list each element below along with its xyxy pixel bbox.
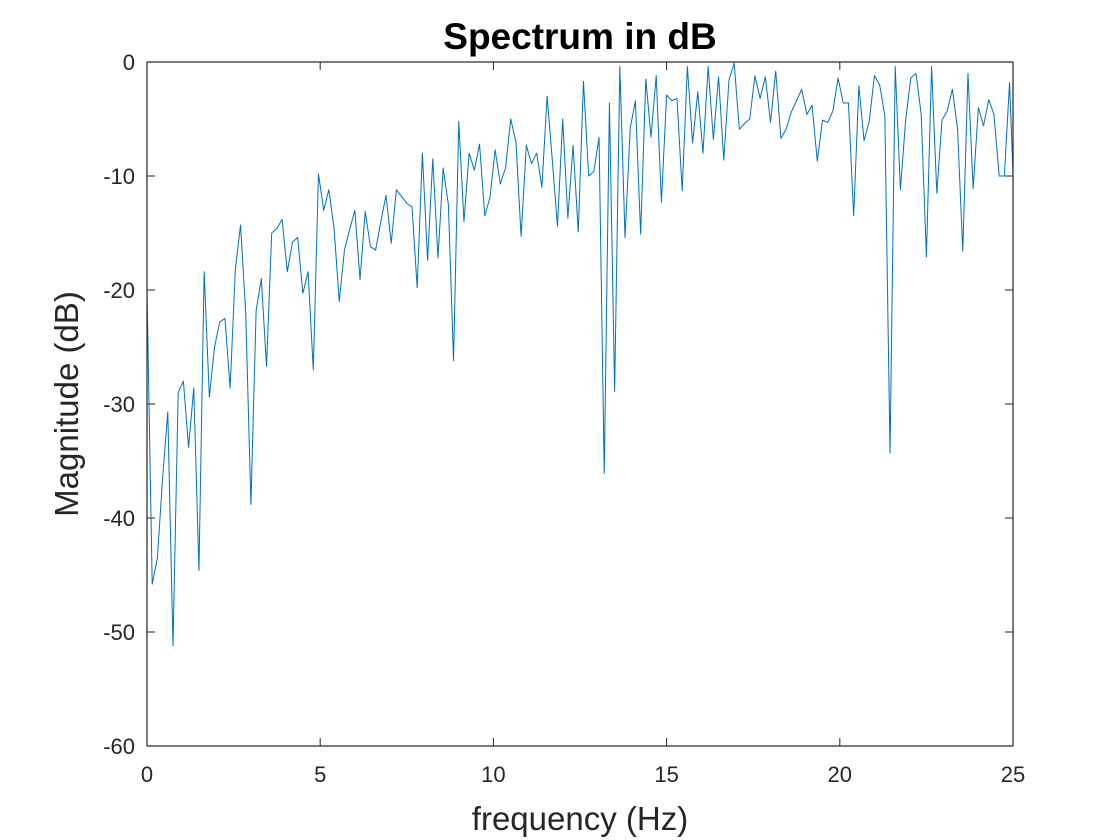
x-axis-title: frequency (Hz) [472, 800, 688, 837]
axes-box [146, 61, 1014, 747]
plot-area [147, 62, 1013, 746]
x-tick-label: 5 [314, 762, 326, 787]
y-tick-label: -30 [103, 392, 135, 417]
axis-tick-labels: 0 5 10 15 20 25 -60 -50 -40 -30 -20 -10 0 [103, 50, 1025, 787]
x-tick-label: 20 [828, 762, 852, 787]
chart-title: Spectrum in dB [443, 16, 716, 57]
x-tick-label: 25 [1001, 762, 1025, 787]
y-axis-title: Magnitude (dB) [48, 291, 85, 517]
spectrum-series-line [146, 62, 1014, 647]
x-tick-label: 10 [481, 762, 505, 787]
x-tick-label: 0 [141, 762, 153, 787]
y-tick-label: -20 [103, 278, 135, 303]
y-tick-label: -10 [103, 164, 135, 189]
y-tick-label: -60 [103, 734, 135, 759]
y-tick-label: -50 [103, 620, 135, 645]
x-tick-label: 15 [654, 762, 678, 787]
y-tick-label: -40 [103, 506, 135, 531]
y-tick-label: 0 [123, 50, 135, 75]
